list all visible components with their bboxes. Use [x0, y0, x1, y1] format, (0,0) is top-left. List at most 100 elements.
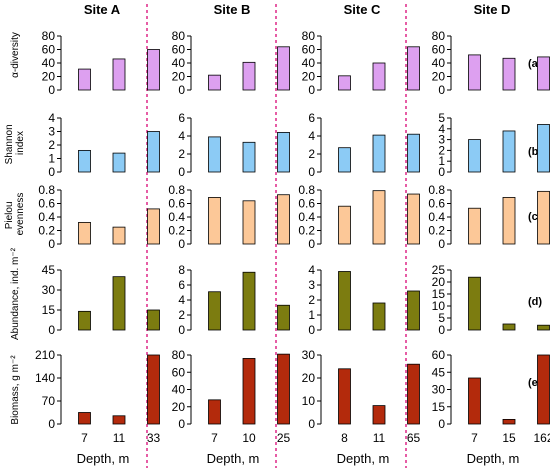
- y-tick-label-abundance-b: 4: [178, 293, 185, 307]
- y-tick-label-biomass-b: 40: [172, 383, 186, 397]
- y-tick-label-alpha-a: 0: [48, 83, 55, 97]
- bar-shannon-a: [112, 152, 126, 173]
- x-tick-label-biomass-c: 65: [407, 431, 421, 445]
- bar-abundance-a: [112, 276, 126, 331]
- bar-alpha-d: [468, 54, 481, 91]
- y-tick-label-alpha-c: 20: [302, 70, 316, 84]
- y-tick-label-shannon-c: 2: [308, 147, 315, 161]
- y-tick-label-biomass-d: 15: [432, 400, 446, 414]
- bar-biomass-a: [78, 412, 91, 425]
- y-tick-label-shannon-c: 4: [308, 129, 315, 143]
- bar-abundance-a: [78, 310, 91, 331]
- y-tick-label-pielou-a: 0: [48, 237, 55, 251]
- y-tick-label-pielou-d: 0.2: [428, 224, 445, 238]
- y-tick-label-shannon-a: 2: [48, 138, 55, 152]
- y-tick-label-biomass-d: 0: [438, 417, 445, 431]
- bar-pielou-c: [407, 193, 420, 245]
- x-tick-label-biomass-a: 7: [81, 431, 88, 445]
- bar-abundance-b: [242, 271, 256, 331]
- y-tick-label-alpha-a: 80: [42, 29, 56, 43]
- row-ylabel-abundance: Abundance, ind. m⁻²: [10, 247, 21, 340]
- bar-alpha-b: [242, 61, 256, 91]
- y-tick-label-pielou-b: 0.4: [168, 210, 185, 224]
- y-tick-label-pielou-c: 0.8: [298, 183, 315, 197]
- bar-pielou-c: [338, 205, 351, 245]
- bar-alpha-c: [372, 62, 386, 91]
- x-axis-title-d: Depth, m: [467, 451, 520, 466]
- bar-abundance-c: [372, 302, 386, 331]
- x-tick-label-biomass-d: 15: [502, 431, 516, 445]
- y-tick-label-shannon-b: 2: [178, 147, 185, 161]
- bar-biomass-d: [537, 354, 550, 425]
- bar-shannon-c: [338, 147, 351, 173]
- y-tick-label-abundance-a: 30: [42, 283, 56, 297]
- y-tick-label-pielou-b: 0.2: [168, 224, 185, 238]
- y-tick-label-biomass-d: 30: [432, 383, 446, 397]
- site-header-a: Site A: [84, 2, 121, 17]
- row-ylabel-alpha-diversity-line: α-diversity: [10, 32, 21, 78]
- x-tick-label-biomass-c: 8: [341, 431, 348, 445]
- y-tick-label-pielou-c: 0.2: [298, 224, 315, 238]
- y-tick-label-abundance-c: 3: [308, 278, 315, 292]
- y-tick-label-alpha-d: 40: [432, 56, 446, 70]
- bar-abundance-b: [277, 304, 290, 331]
- y-tick-label-biomass-c: 10: [302, 394, 316, 408]
- bar-shannon-b: [242, 141, 256, 173]
- y-tick-label-biomass-c: 20: [302, 371, 316, 385]
- row-ylabel-shannon: Shannon index: [4, 122, 26, 165]
- y-tick-label-biomass-c: 30: [302, 348, 316, 362]
- bar-shannon-d: [537, 124, 550, 173]
- y-tick-label-biomass-d: 45: [432, 365, 446, 379]
- y-tick-label-abundance-a: 15: [42, 303, 56, 317]
- x-tick-label-biomass-b: 10: [242, 431, 256, 445]
- bar-alpha-a: [112, 58, 126, 91]
- bar-pielou-a: [112, 226, 126, 245]
- x-tick-label-biomass-a: 33: [147, 431, 161, 445]
- y-tick-label-shannon-d: 4: [438, 122, 445, 136]
- y-tick-label-pielou-c: 0.4: [298, 210, 315, 224]
- bar-alpha-b: [208, 74, 221, 91]
- bar-alpha-c: [407, 46, 420, 91]
- x-tick-label-biomass-d: 7: [471, 431, 478, 445]
- y-tick-label-biomass-b: 80: [172, 348, 186, 362]
- y-tick-label-alpha-b: 40: [172, 56, 186, 70]
- bar-biomass-b: [242, 358, 256, 425]
- y-tick-label-abundance-a: 0: [48, 323, 55, 337]
- bar-pielou-b: [242, 200, 256, 245]
- bar-biomass-d: [502, 418, 516, 425]
- bar-pielou-d: [468, 207, 481, 245]
- y-tick-label-shannon-d: 2: [438, 143, 445, 157]
- y-tick-label-biomass-c: 0: [308, 417, 315, 431]
- y-tick-label-abundance-c: 2: [308, 293, 315, 307]
- x-tick-label-biomass-c: 11: [373, 431, 386, 445]
- y-tick-label-pielou-a: 0.8: [38, 183, 55, 197]
- bar-biomass-c: [338, 368, 351, 425]
- bar-biomass-b: [277, 353, 290, 425]
- bar-biomass-a: [112, 415, 126, 425]
- y-tick-label-pielou-d: 0.8: [428, 183, 445, 197]
- bar-abundance-a: [147, 309, 160, 331]
- y-tick-label-alpha-a: 40: [42, 56, 56, 70]
- bar-alpha-b: [277, 46, 290, 91]
- y-tick-label-biomass-b: 60: [172, 365, 186, 379]
- y-tick-label-biomass-a: 210: [35, 348, 55, 362]
- y-tick-label-alpha-d: 60: [432, 43, 446, 57]
- y-tick-label-abundance-d: 25: [432, 263, 446, 277]
- bar-pielou-c: [372, 190, 386, 245]
- x-axis-title-b: Depth, m: [207, 451, 260, 466]
- y-tick-label-shannon-a: 3: [48, 125, 55, 139]
- bar-shannon-c: [407, 133, 420, 173]
- y-tick-label-abundance-c: 4: [308, 263, 315, 277]
- row-ylabel-pielou-line2: evenness: [15, 193, 26, 236]
- y-tick-label-shannon-d: 0: [438, 165, 445, 179]
- y-tick-label-alpha-c: 80: [302, 29, 316, 43]
- y-tick-label-abundance-b: 6: [178, 278, 185, 292]
- y-tick-label-alpha-c: 60: [302, 43, 316, 57]
- row-ylabel-biomass: Biomass, g m⁻²: [10, 355, 21, 425]
- row-ylabel-shannon-line2: index: [15, 131, 26, 155]
- row-ylabel-biomass-line: Biomass, g m⁻²: [10, 355, 21, 425]
- y-tick-label-alpha-a: 20: [42, 70, 56, 84]
- y-tick-label-biomass-b: 20: [172, 400, 186, 414]
- y-tick-label-alpha-d: 0: [438, 83, 445, 97]
